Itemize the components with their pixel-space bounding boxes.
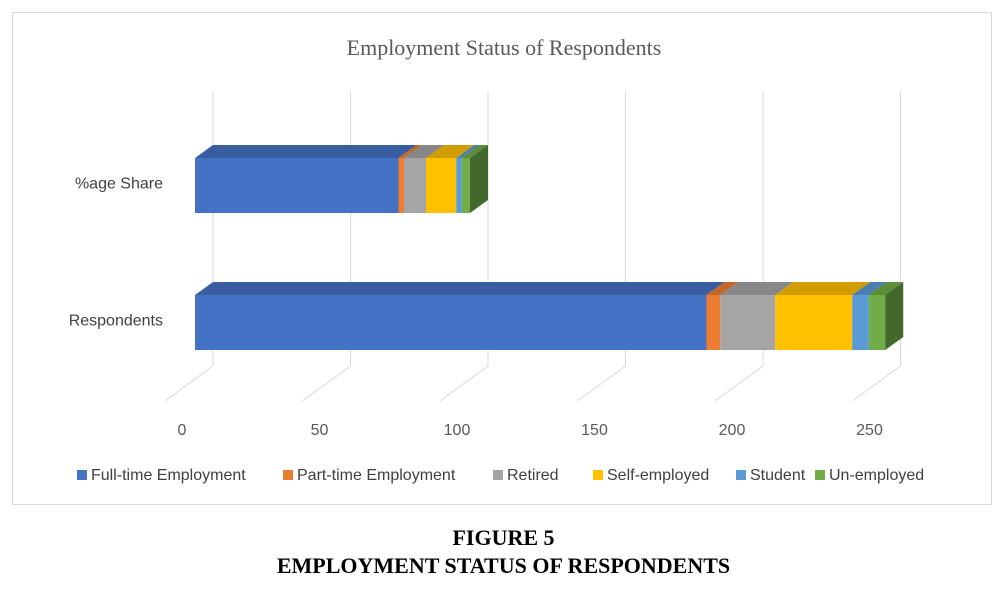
- legend: Full-time Employment Part-time Employment…: [77, 467, 924, 484]
- bars: [195, 145, 904, 350]
- legend-label: Part-time Employment: [297, 467, 456, 484]
- bar-chart: Employment Status of Respondents %age Sh…: [69, 35, 924, 484]
- bar-segment: [404, 158, 426, 213]
- floor-gridline: [714, 365, 764, 402]
- legend-swatch: [77, 470, 87, 480]
- bar-segment: [461, 158, 470, 213]
- bar-segment: [426, 158, 457, 213]
- category-label: %age Share: [75, 176, 163, 193]
- bar-top-face: [195, 282, 725, 295]
- bar-segment: [195, 295, 707, 350]
- chart-area: Employment Status of Respondents %age Sh…: [12, 12, 992, 505]
- legend-item: Student: [736, 467, 806, 484]
- bar-segment: [398, 158, 404, 213]
- category-labels: %age Share Respondents: [69, 176, 163, 330]
- x-tick-label: 50: [311, 422, 329, 439]
- legend-swatch: [736, 470, 746, 480]
- legend-item: Retired: [493, 467, 559, 484]
- bar-top-face: [868, 282, 904, 295]
- bar-top-face: [398, 145, 422, 158]
- legend-swatch: [283, 470, 293, 480]
- bar-segment: [868, 295, 886, 350]
- legend-swatch: [593, 470, 603, 480]
- bar-top-face: [195, 145, 417, 158]
- legend-item: Part-time Employment: [283, 467, 456, 484]
- x-tick-label: 150: [581, 422, 608, 439]
- legend-item: Un-employed: [815, 467, 924, 484]
- bar-segment: [852, 295, 869, 350]
- legend-item: Self-employed: [593, 467, 709, 484]
- floor-gridline: [577, 365, 626, 402]
- bar-segment: [195, 158, 399, 213]
- bar-top-face: [852, 282, 887, 295]
- bar-top-face: [461, 145, 488, 158]
- bar-top-face: [706, 282, 739, 295]
- figure-caption: FIGURE 5 EMPLOYMENT STATUS OF RESPONDENT…: [0, 524, 1007, 580]
- legend-label: Un-employed: [829, 467, 924, 484]
- bar-segment: [706, 295, 721, 350]
- floor-gridline: [439, 365, 489, 402]
- floor-gridline: [302, 365, 351, 402]
- floor-gridline: [164, 365, 214, 402]
- floor-gridline: [852, 365, 901, 402]
- legend-label: Student: [750, 467, 806, 484]
- bar-top-face: [456, 145, 480, 158]
- x-tick-label: 250: [856, 422, 883, 439]
- bar-top-face: [775, 282, 871, 295]
- x-tick-label: 100: [444, 422, 471, 439]
- legend-label: Self-employed: [607, 467, 709, 484]
- bar-top-face: [426, 145, 475, 158]
- x-axis-ticks: 0 50 100 150 200 250: [178, 422, 883, 439]
- figure-title: EMPLOYMENT STATUS OF RESPONDENTS: [276, 553, 731, 578]
- x-tick-label: 0: [178, 422, 187, 439]
- chart-title: Employment Status of Respondents: [347, 35, 662, 60]
- bar-side-face: [470, 145, 488, 213]
- legend-swatch: [493, 470, 503, 480]
- bar-segment: [720, 295, 776, 350]
- bar-segment: [775, 295, 853, 350]
- category-label: Respondents: [69, 313, 163, 330]
- legend-label: Retired: [507, 467, 559, 484]
- bar-segment: [456, 158, 462, 213]
- bar-top-face: [404, 145, 444, 158]
- legend-label: Full-time Employment: [91, 467, 246, 484]
- gridlines: [164, 91, 901, 402]
- legend-item: Full-time Employment: [77, 467, 246, 484]
- x-tick-label: 200: [719, 422, 746, 439]
- figure-number: FIGURE 5: [452, 525, 555, 550]
- bar-side-face: [885, 282, 904, 350]
- legend-swatch: [815, 470, 825, 480]
- bar-top-face: [720, 282, 794, 295]
